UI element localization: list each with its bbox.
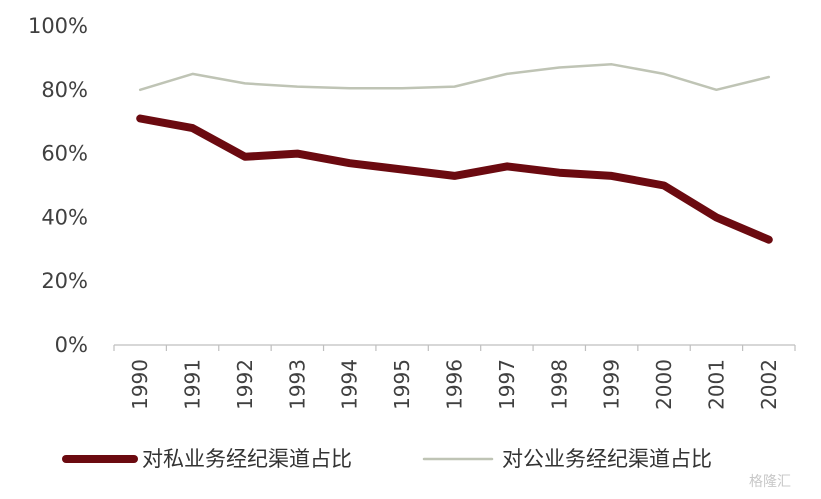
x-tick-label: 1990 — [128, 359, 152, 410]
y-tick-label: 60% — [41, 142, 88, 166]
x-tick-label: 1997 — [495, 359, 519, 410]
series-line-1 — [138, 63, 771, 92]
y-tick-label: 0% — [55, 333, 88, 357]
x-tick-label: 1995 — [390, 359, 414, 410]
x-tick-label: 1991 — [181, 359, 205, 410]
x-tick-label: 1996 — [443, 359, 467, 410]
series-line-0 — [136, 114, 773, 244]
series-layer — [136, 63, 773, 244]
y-tick-label: 40% — [41, 205, 88, 229]
x-tick-label: 1994 — [338, 359, 362, 410]
x-axis: 1990 1991 1992 1993 1994 1995 1996 1997 1998 1999… — [113, 344, 796, 410]
y-tick-label: 100% — [28, 14, 88, 38]
legend-label-0: 对私业务经纪渠道占比 — [142, 447, 352, 471]
x-tick-label: 1993 — [285, 359, 309, 410]
x-tick-label: 1998 — [547, 359, 571, 410]
x-tick-label: 2000 — [652, 359, 676, 410]
y-tick-label: 80% — [41, 78, 88, 102]
x-tick-label: 2001 — [704, 359, 728, 410]
x-tick-label: 1992 — [233, 359, 257, 410]
x-tick-label: 2002 — [757, 359, 781, 410]
y-axis: 0% 20% 40% 60% 80% 100% — [28, 14, 88, 357]
watermark-text: 格隆汇 — [749, 474, 791, 490]
legend: 对私业务经纪渠道占比 对公业务经纪渠道占比 — [62, 447, 712, 471]
legend-label-1: 对公业务经纪渠道占比 — [502, 447, 712, 471]
y-tick-label: 20% — [41, 269, 88, 293]
x-tick-label: 1999 — [600, 359, 624, 410]
